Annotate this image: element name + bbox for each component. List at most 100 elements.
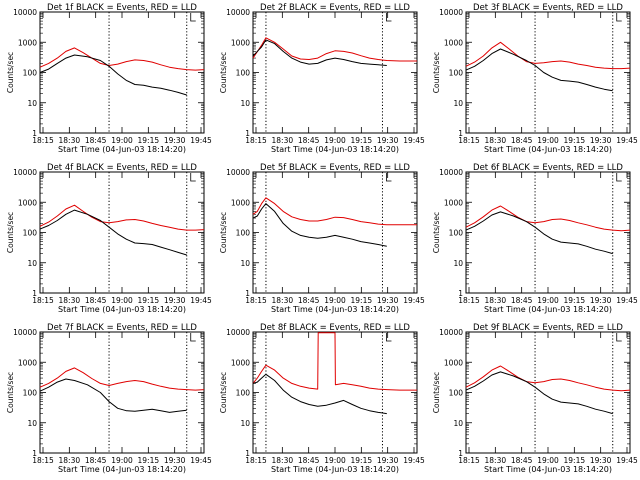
x-tick-label: 19:45: [616, 296, 638, 305]
bracket-mark: [190, 333, 196, 342]
y-tick-label: 10000: [13, 8, 37, 17]
y-tick-label: 1: [32, 129, 37, 138]
y-tick-label: 100: [23, 229, 38, 238]
x-tick-label: 18:15: [245, 296, 267, 305]
x-tick-label: 18:15: [245, 456, 267, 465]
y-tick-label: 1: [458, 129, 463, 138]
y-tick-label: 10000: [13, 328, 37, 337]
x-tick-label: 19:15: [564, 136, 586, 145]
events-series-line: [465, 371, 613, 415]
x-tick-label: 18:45: [298, 136, 320, 145]
y-tick-label: 1000: [18, 38, 37, 47]
y-tick-label: 10000: [439, 168, 463, 177]
y-tick-label: 1: [458, 449, 463, 458]
x-tick-label: 18:30: [485, 456, 507, 465]
x-tick-label: 19:00: [111, 136, 133, 145]
x-tick-label: 19:45: [403, 136, 425, 145]
panel-title: Det 4f BLACK = Events, RED = LLD: [47, 163, 197, 173]
events-series-line: [252, 373, 387, 415]
panel-title: Det 5f BLACK = Events, RED = LLD: [260, 163, 410, 173]
x-axis-label: Start Time (04-Jun-03 18:14:20): [271, 145, 399, 154]
events-series-line: [39, 54, 187, 96]
plot-frame: [39, 331, 205, 454]
x-axis-label: Start Time (04-Jun-03 18:14:20): [271, 305, 399, 314]
y-tick-label: 100: [236, 229, 251, 238]
events-series-line: [39, 209, 187, 256]
y-tick-label: 100: [23, 69, 38, 78]
plot-frame: [465, 171, 631, 294]
events-series-line: [39, 378, 187, 413]
x-tick-label: 19:15: [138, 296, 160, 305]
y-tick-label: 100: [449, 389, 464, 398]
lld-series-line: [39, 47, 205, 71]
x-tick-label: 19:45: [403, 296, 425, 305]
y-tick-label: 1000: [18, 198, 37, 207]
x-tick-label: 19:45: [616, 456, 638, 465]
panel-9: Det 9f BLACK = Events, RED = LLD 1 10 100 10…: [432, 323, 638, 474]
x-tick-label: 18:15: [245, 136, 267, 145]
x-axis-label: Start Time (04-Jun-03 18:14:20): [484, 305, 612, 314]
x-tick-label: 19:15: [564, 296, 586, 305]
y-tick-label: 10: [27, 99, 37, 108]
y-tick-label: 1000: [231, 38, 250, 47]
bracket-mark: [386, 13, 392, 22]
x-axis-label: Start Time (04-Jun-03 18:14:20): [484, 465, 612, 474]
x-tick-label: 19:00: [111, 296, 133, 305]
x-tick-label: 18:30: [272, 296, 294, 305]
y-axis-label: Counts/sec: [6, 52, 15, 93]
x-tick-label: 19:30: [377, 136, 399, 145]
x-tick-label: 18:30: [272, 136, 294, 145]
panel-6: Det 6f BLACK = Events, RED = LLD 1 10 100 10…: [432, 163, 638, 314]
y-axis-label: Counts/sec: [432, 372, 441, 413]
panel-title: Det 6f BLACK = Events, RED = LLD: [473, 163, 623, 173]
lld-series-line: [39, 367, 205, 391]
panel-8: Det 8f BLACK = Events, RED = LLD 1 10 100 10…: [219, 323, 425, 474]
plot-frame: [252, 11, 418, 134]
x-tick-label: 18:45: [85, 456, 107, 465]
bracket-mark: [616, 13, 622, 22]
x-tick-label: 18:30: [485, 136, 507, 145]
x-tick-label: 18:30: [272, 456, 294, 465]
y-tick-label: 10000: [226, 168, 250, 177]
x-tick-label: 18:15: [32, 296, 54, 305]
events-series-line: [252, 39, 387, 66]
plot-frame: [465, 11, 631, 134]
lld-series-line: [252, 332, 417, 391]
x-tick-label: 19:30: [377, 456, 399, 465]
plot-frame: [252, 171, 418, 294]
x-tick-label: 18:15: [458, 456, 480, 465]
x-tick-label: 18:45: [298, 296, 320, 305]
x-axis-label: Start Time (04-Jun-03 18:14:20): [271, 465, 399, 474]
y-tick-label: 10: [453, 419, 463, 428]
lld-series-line: [39, 204, 205, 231]
lld-series-line: [465, 365, 631, 392]
x-tick-label: 18:45: [85, 136, 107, 145]
y-tick-label: 10: [453, 259, 463, 268]
x-tick-label: 19:45: [403, 456, 425, 465]
x-tick-label: 19:45: [190, 456, 212, 465]
y-tick-label: 10: [240, 99, 250, 108]
x-tick-label: 18:30: [59, 296, 81, 305]
bracket-mark: [386, 173, 392, 182]
events-series-line: [465, 48, 613, 92]
y-axis-label: Counts/sec: [219, 52, 228, 93]
x-tick-label: 18:45: [511, 456, 533, 465]
y-tick-label: 10000: [439, 328, 463, 337]
panel-title: Det 1f BLACK = Events, RED = LLD: [47, 3, 197, 13]
x-tick-label: 19:30: [590, 456, 612, 465]
y-tick-label: 1: [245, 289, 250, 298]
panel-title: Det 7f BLACK = Events, RED = LLD: [47, 323, 197, 333]
x-tick-label: 18:15: [458, 296, 480, 305]
plot-frame: [39, 11, 205, 134]
x-axis-label: Start Time (04-Jun-03 18:14:20): [58, 305, 186, 314]
x-tick-label: 19:00: [324, 456, 346, 465]
x-tick-label: 19:30: [590, 296, 612, 305]
panel-1: Det 1f BLACK = Events, RED = LLD 1 10 100 10…: [6, 3, 212, 154]
y-axis-label: Counts/sec: [219, 212, 228, 253]
y-tick-label: 10: [453, 99, 463, 108]
x-tick-label: 18:15: [32, 136, 54, 145]
y-tick-label: 10: [240, 419, 250, 428]
plot-frame: [39, 171, 205, 294]
x-tick-label: 18:30: [485, 296, 507, 305]
x-tick-label: 18:45: [85, 296, 107, 305]
